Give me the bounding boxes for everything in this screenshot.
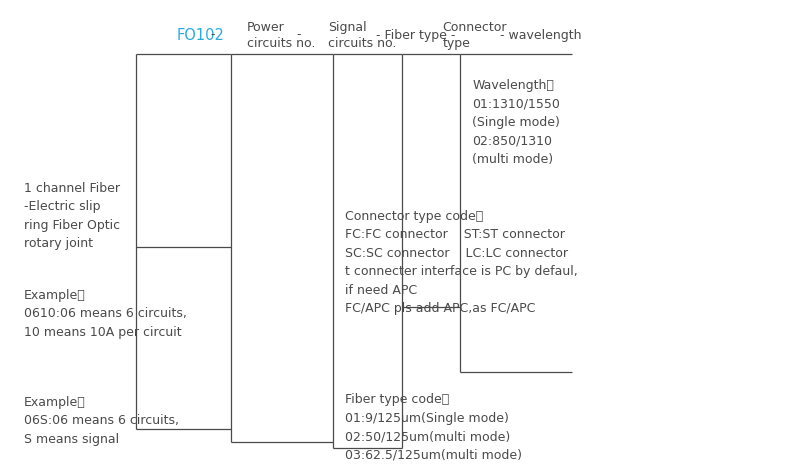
Text: Power
circuits no.: Power circuits no. xyxy=(247,20,315,49)
Text: -: - xyxy=(210,28,214,41)
Text: Connector type code：
FC:FC connector    ST:ST connector
SC:SC connector    LC:LC: Connector type code： FC:FC connector ST:… xyxy=(345,209,578,315)
Text: -: - xyxy=(297,28,301,41)
Text: - Fiber type -: - Fiber type - xyxy=(377,28,456,41)
Text: Example：
06S:06 means 6 circuits,
S means signal: Example： 06S:06 means 6 circuits, S mean… xyxy=(24,396,178,446)
Text: Wavelength：
01:1310/1550
(Single mode)
02:850/1310
(multi mode): Wavelength： 01:1310/1550 (Single mode) 0… xyxy=(472,79,560,166)
Text: Connector
type: Connector type xyxy=(442,20,507,49)
Text: Example：
0610:06 means 6 circuits,
10 means 10A per circuit: Example： 0610:06 means 6 circuits, 10 me… xyxy=(24,289,186,339)
Text: Signal
circuits no.: Signal circuits no. xyxy=(328,20,396,49)
Text: 1 channel Fiber
-Electric slip
ring Fiber Optic
rotary joint: 1 channel Fiber -Electric slip ring Fibe… xyxy=(24,181,120,250)
Text: Fiber type code：
01:9/125um(Single mode)
02:50/125um(multi mode)
03:62.5/125um(m: Fiber type code： 01:9/125um(Single mode)… xyxy=(345,393,522,462)
Text: FO102: FO102 xyxy=(177,28,225,42)
Text: - wavelength: - wavelength xyxy=(499,28,581,41)
